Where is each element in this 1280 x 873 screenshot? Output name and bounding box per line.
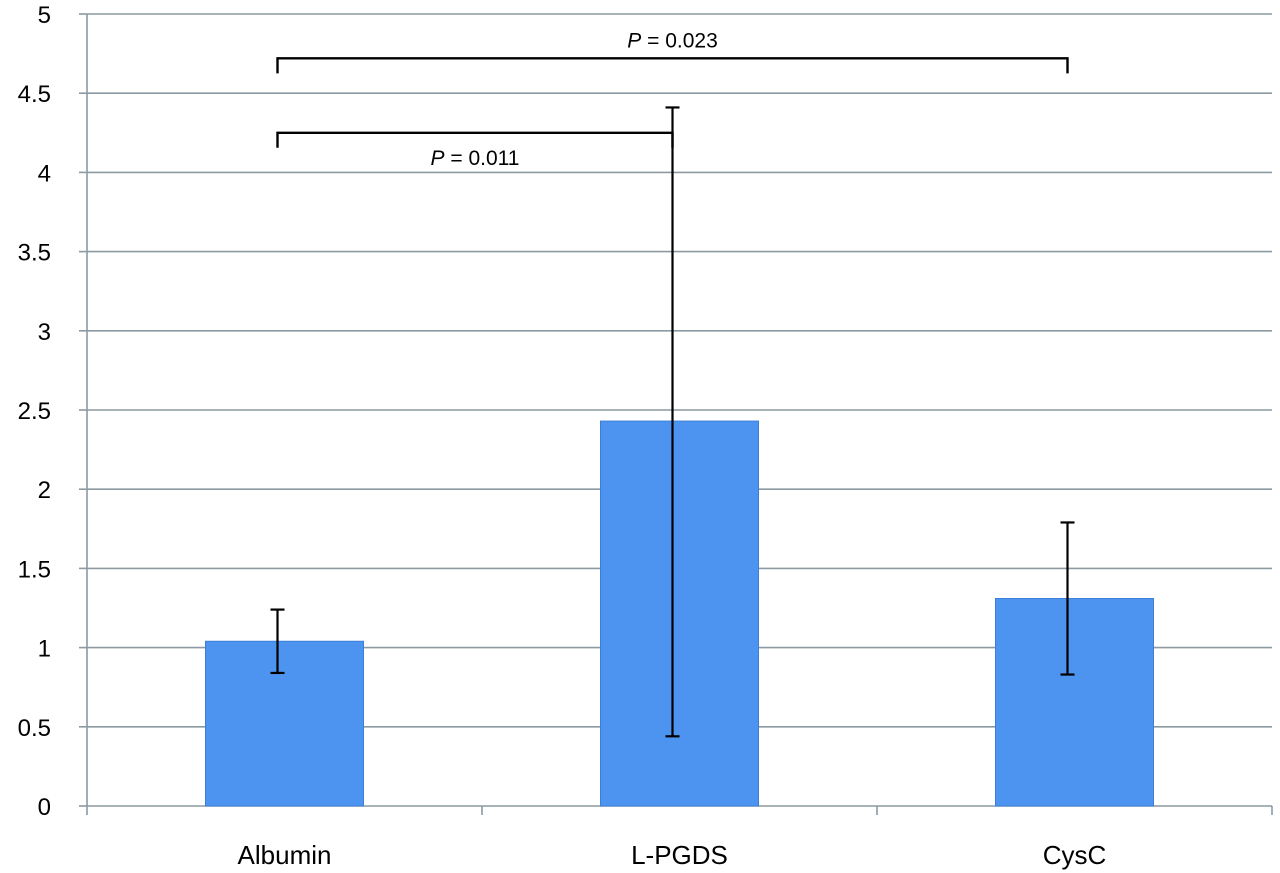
p-value-label: P = 0.023 [627,29,718,52]
x-category-label: CysC [1043,840,1107,870]
y-tick-label: 4 [38,160,51,187]
y-tick-label: 2 [38,477,51,504]
significance-bracket: P = 0.023 [276,29,1069,74]
bar-l-pgds [600,420,759,807]
y-tick-label: 3 [38,319,51,346]
y-tick-label: 3.5 [18,240,51,267]
significance-bracket: P = 0.011 [276,131,674,170]
error-bars [270,106,1075,738]
y-tick-label: 0 [38,794,51,821]
y-tick-label: 4.5 [18,81,51,108]
bracket-line [276,131,674,148]
x-category-label: L-PGDS [631,840,728,870]
y-tick-label: 2.5 [18,398,51,425]
x-category-label: Albumin [238,840,332,870]
error-bar-l-pgds [665,106,680,738]
p-value-label: P = 0.011 [431,147,520,170]
y-tick-label: 1 [38,636,51,663]
bracket-line [276,57,1069,74]
significance-annotations: P = 0.011 P = 0.023 [276,29,1069,170]
error-bar-cysc [1060,521,1075,676]
bars [205,420,1154,807]
x-axis-ticks [86,806,1273,815]
bar-cysc [995,597,1154,807]
y-tick-label: 1.5 [18,556,51,583]
x-axis-category-labels: Albumin L-PGDS CysC [238,840,1107,870]
error-bar-albumin [270,608,285,675]
bar-albumin [205,640,364,807]
y-axis-tick-labels: 0 0.5 1 1.5 2 2.5 3 3.5 4 4.5 5 [18,2,87,821]
y-tick-label: 0.5 [18,715,51,742]
y-tick-label: 5 [38,2,51,29]
